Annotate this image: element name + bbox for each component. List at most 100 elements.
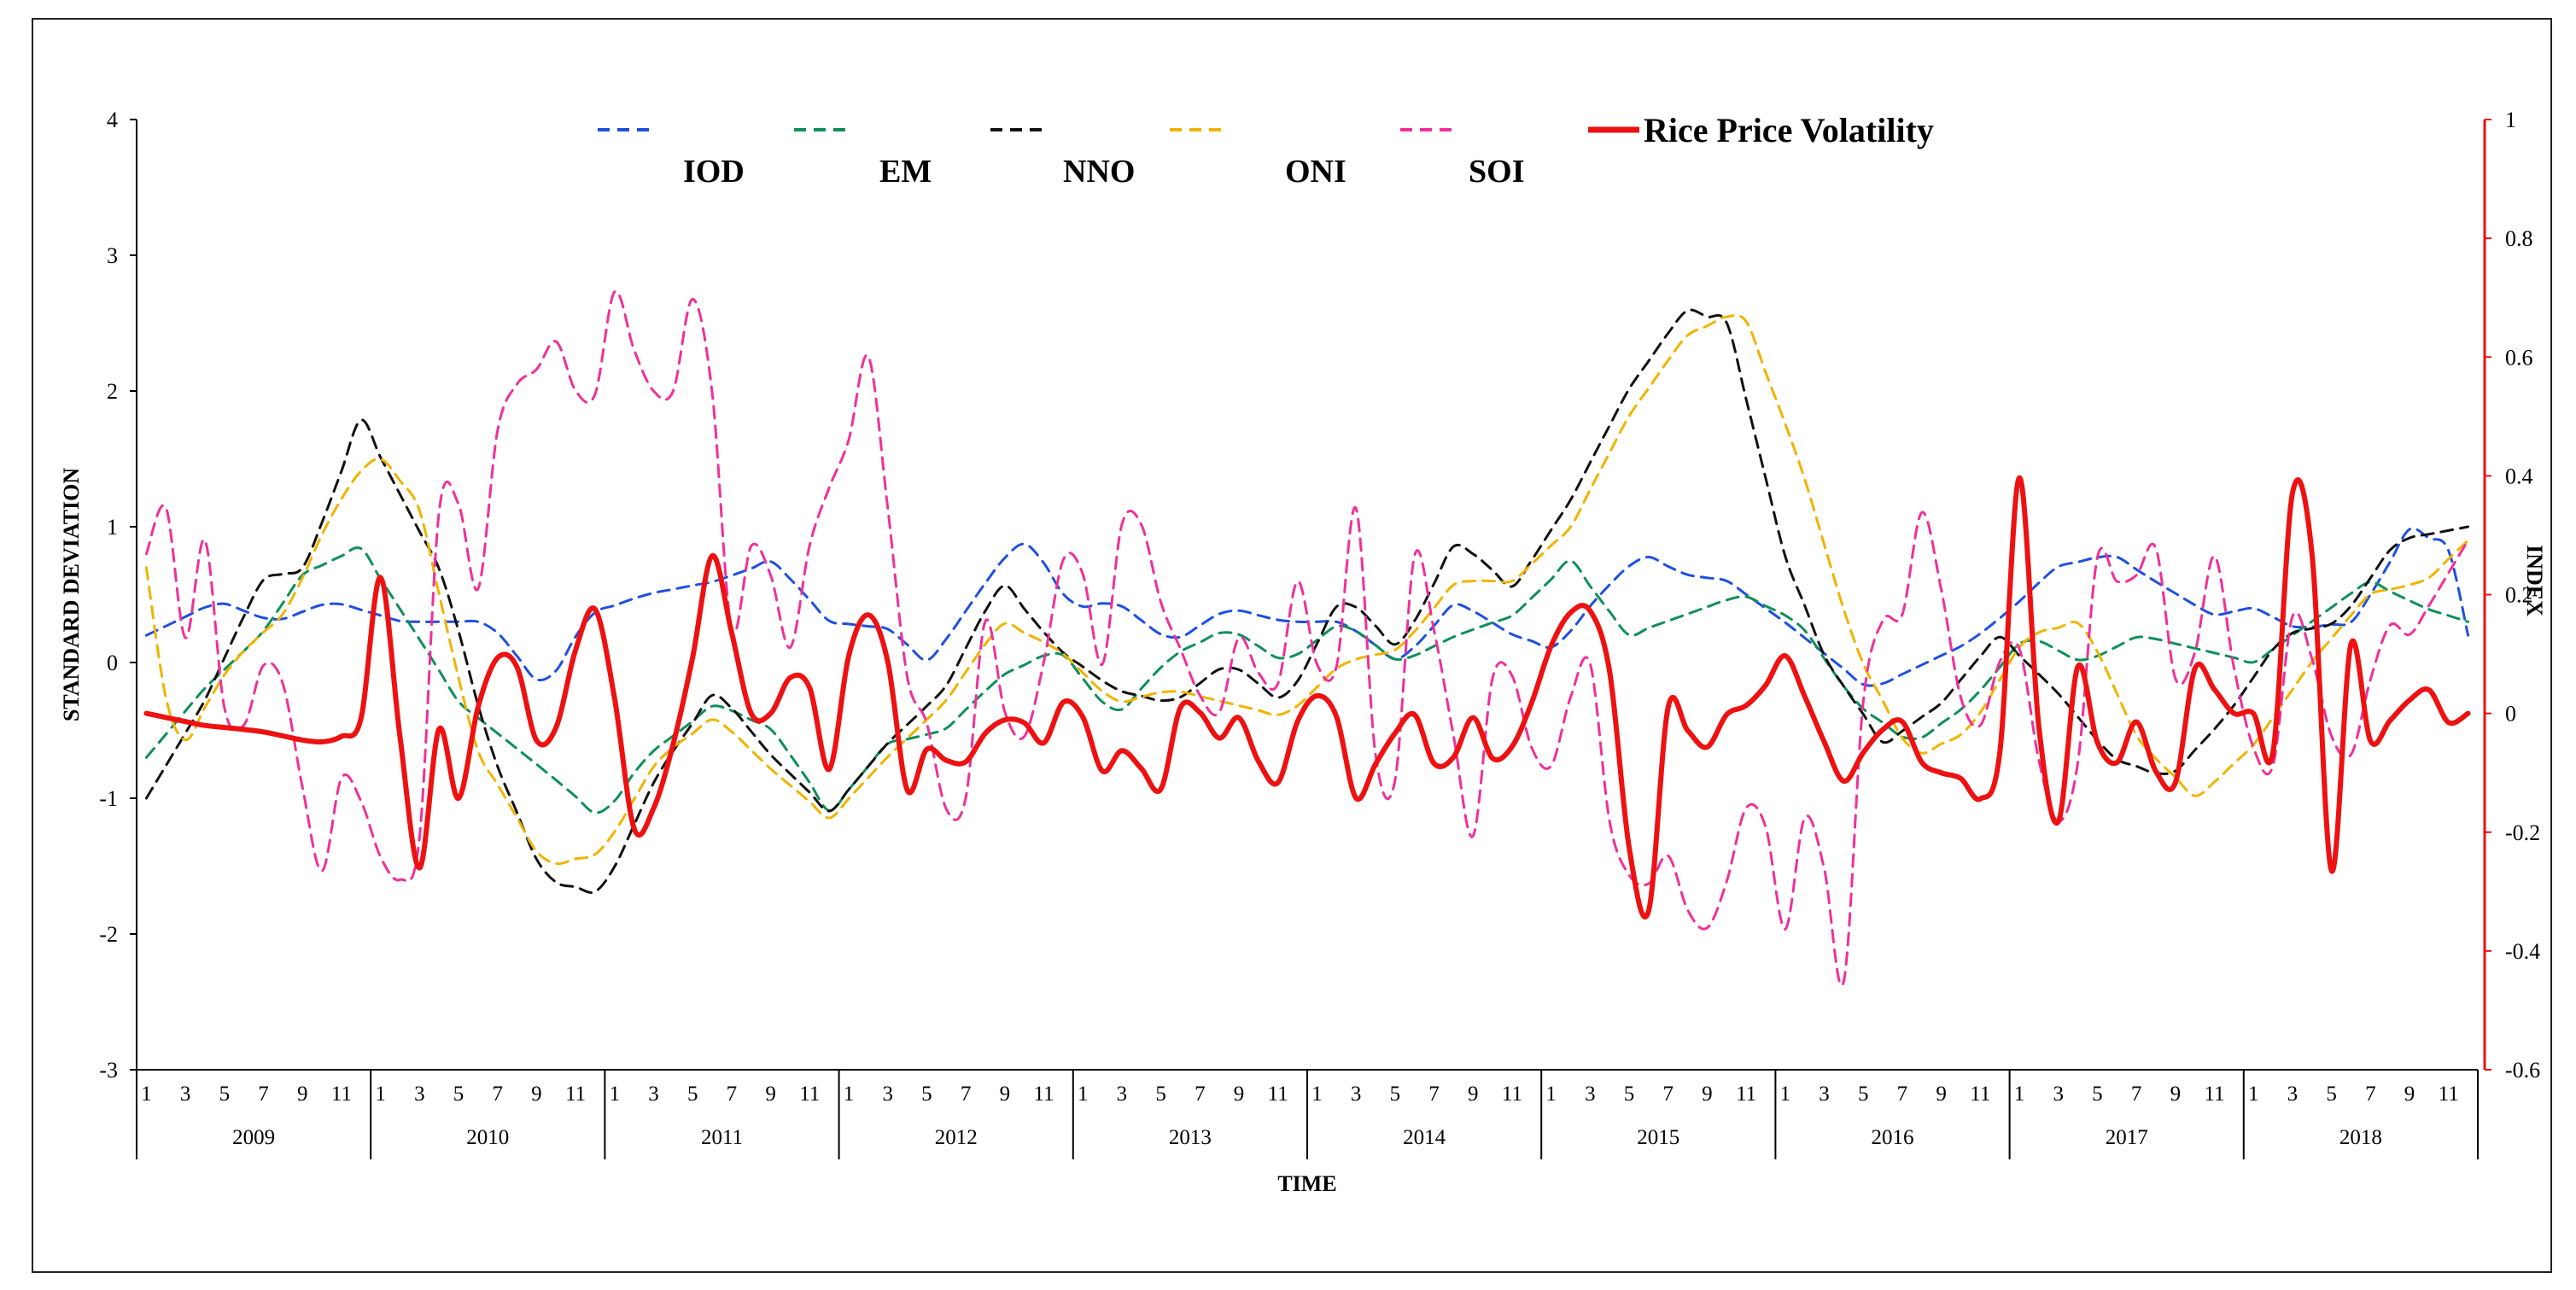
y2-axis-title: INDEX bbox=[2522, 545, 2547, 616]
left-axis-tick-label: 1 bbox=[107, 515, 118, 540]
year-label: 2012 bbox=[935, 1126, 978, 1149]
series-line-oni bbox=[144, 313, 2470, 866]
month-tick-label: 3 bbox=[180, 1083, 191, 1106]
month-tick-label: 11 bbox=[1970, 1083, 1990, 1106]
month-tick-label: 11 bbox=[565, 1083, 586, 1106]
month-tick-label: 9 bbox=[531, 1083, 542, 1106]
right-axis-tick-label: 0.4 bbox=[2505, 464, 2533, 488]
right-axis-tick-label: -0.4 bbox=[2505, 939, 2540, 964]
month-tick-label: 5 bbox=[2092, 1083, 2103, 1106]
legend-label-iod: IOD bbox=[683, 154, 745, 190]
left-axis-tick-label: -2 bbox=[99, 922, 118, 947]
month-tick-label: 9 bbox=[1936, 1083, 1947, 1106]
year-label: 2009 bbox=[232, 1126, 275, 1149]
month-tick-label: 11 bbox=[1268, 1083, 1288, 1106]
left-axis-tick-label: 2 bbox=[107, 379, 118, 404]
month-tick-label: 1 bbox=[1078, 1083, 1089, 1106]
legend-label-oni: ONI bbox=[1285, 154, 1346, 190]
month-tick-label: 11 bbox=[2439, 1083, 2459, 1106]
year-label: 2013 bbox=[1169, 1126, 1212, 1149]
series-line-rice-price-volatility bbox=[143, 475, 2471, 920]
left-axis-tick-label: -3 bbox=[99, 1058, 118, 1083]
month-tick-label: 7 bbox=[2365, 1083, 2376, 1106]
legend-label-rice-price-volatility: Rice Price Volatility bbox=[1644, 111, 1934, 149]
month-tick-label: 11 bbox=[1736, 1083, 1756, 1106]
year-label: 2016 bbox=[1872, 1126, 1914, 1149]
month-tick-label: 1 bbox=[2014, 1083, 2025, 1106]
y-axis-title: STANDARD DEVIATION bbox=[59, 468, 84, 722]
month-tick-label: 9 bbox=[1000, 1083, 1011, 1106]
year-label: 2010 bbox=[466, 1126, 509, 1149]
month-tick-label: 9 bbox=[1234, 1083, 1245, 1106]
month-tick-label: 5 bbox=[1624, 1083, 1635, 1106]
month-tick-label: 1 bbox=[141, 1083, 152, 1106]
month-tick-label: 3 bbox=[2053, 1083, 2064, 1106]
month-tick-label: 11 bbox=[1033, 1083, 1054, 1106]
month-tick-label: 1 bbox=[1545, 1083, 1557, 1106]
month-tick-label: 11 bbox=[331, 1083, 352, 1106]
month-tick-label: 9 bbox=[765, 1083, 776, 1106]
series-line-nno bbox=[144, 308, 2470, 894]
month-tick-label: 11 bbox=[2204, 1083, 2224, 1106]
month-tick-label: 7 bbox=[258, 1083, 269, 1106]
month-tick-label: 5 bbox=[2326, 1083, 2337, 1106]
year-label: 2015 bbox=[1637, 1126, 1679, 1149]
month-tick-label: 7 bbox=[1897, 1083, 1908, 1106]
month-tick-label: 3 bbox=[1585, 1083, 1596, 1106]
x-axis-title: TIME bbox=[1277, 1171, 1336, 1196]
month-tick-label: 1 bbox=[610, 1083, 621, 1106]
left-axis-tick-label: -1 bbox=[99, 786, 118, 811]
month-tick-label: 7 bbox=[1428, 1083, 1440, 1106]
left-axis-tick-label: 0 bbox=[107, 651, 118, 675]
year-label: 2011 bbox=[701, 1126, 743, 1149]
month-tick-label: 9 bbox=[2170, 1083, 2182, 1106]
month-tick-label: 9 bbox=[2404, 1083, 2415, 1106]
right-axis-tick-label: 0.2 bbox=[2505, 583, 2533, 608]
month-tick-label: 1 bbox=[2248, 1083, 2259, 1106]
month-tick-label: 7 bbox=[492, 1083, 503, 1106]
chart-frame bbox=[32, 18, 2552, 1273]
legend: IOD EM NNO ONI SOI Rice Price Volatility bbox=[598, 111, 1934, 190]
month-tick-label: 3 bbox=[414, 1083, 425, 1106]
month-tick-label: 1 bbox=[1780, 1083, 1791, 1106]
month-tick-label: 5 bbox=[921, 1083, 932, 1106]
month-tick-label: 5 bbox=[1390, 1083, 1401, 1106]
month-tick-label: 9 bbox=[297, 1083, 308, 1106]
month-tick-label: 7 bbox=[961, 1083, 972, 1106]
right-axis-tick-label: 0 bbox=[2505, 702, 2516, 727]
legend-label-nno: NNO bbox=[1063, 154, 1135, 190]
month-tick-label: 5 bbox=[687, 1083, 698, 1106]
right-axis-tick-label: -0.2 bbox=[2505, 820, 2540, 845]
series-line-iod bbox=[144, 527, 2470, 687]
legend-label-soi: SOI bbox=[1469, 154, 1524, 190]
month-tick-label: 11 bbox=[799, 1083, 820, 1106]
legend-label-em: EM bbox=[879, 154, 932, 190]
right-axis-tick-label: 1 bbox=[2505, 108, 2516, 132]
month-tick-label: 5 bbox=[453, 1083, 464, 1106]
month-tick-label: 11 bbox=[1502, 1083, 1522, 1106]
month-tick-label: 1 bbox=[844, 1083, 855, 1106]
month-tick-label: 7 bbox=[727, 1083, 738, 1106]
right-axis-tick-label: 0.6 bbox=[2505, 345, 2533, 370]
month-tick-label: 5 bbox=[1155, 1083, 1166, 1106]
month-tick-label: 1 bbox=[375, 1083, 386, 1106]
month-tick-label: 3 bbox=[648, 1083, 659, 1106]
month-tick-label: 3 bbox=[1351, 1083, 1362, 1106]
month-tick-label: 3 bbox=[2287, 1083, 2299, 1106]
year-label: 2017 bbox=[2106, 1126, 2148, 1149]
month-tick-label: 9 bbox=[1702, 1083, 1713, 1106]
month-tick-label: 3 bbox=[882, 1083, 893, 1106]
month-tick-label: 5 bbox=[219, 1083, 231, 1106]
month-tick-label: 7 bbox=[2131, 1083, 2142, 1106]
month-tick-label: 9 bbox=[1468, 1083, 1479, 1106]
series-layer bbox=[143, 289, 2471, 987]
month-tick-label: 1 bbox=[1311, 1083, 1323, 1106]
right-axis-tick-label: -0.6 bbox=[2505, 1058, 2540, 1083]
month-tick-label: 7 bbox=[1662, 1083, 1674, 1106]
left-axis-tick-label: 3 bbox=[107, 243, 118, 268]
year-label: 2018 bbox=[2339, 1126, 2382, 1149]
month-tick-label: 3 bbox=[1819, 1083, 1830, 1106]
right-axis-tick-label: 0.8 bbox=[2505, 226, 2533, 251]
left-axis-tick-label: 4 bbox=[107, 108, 118, 132]
